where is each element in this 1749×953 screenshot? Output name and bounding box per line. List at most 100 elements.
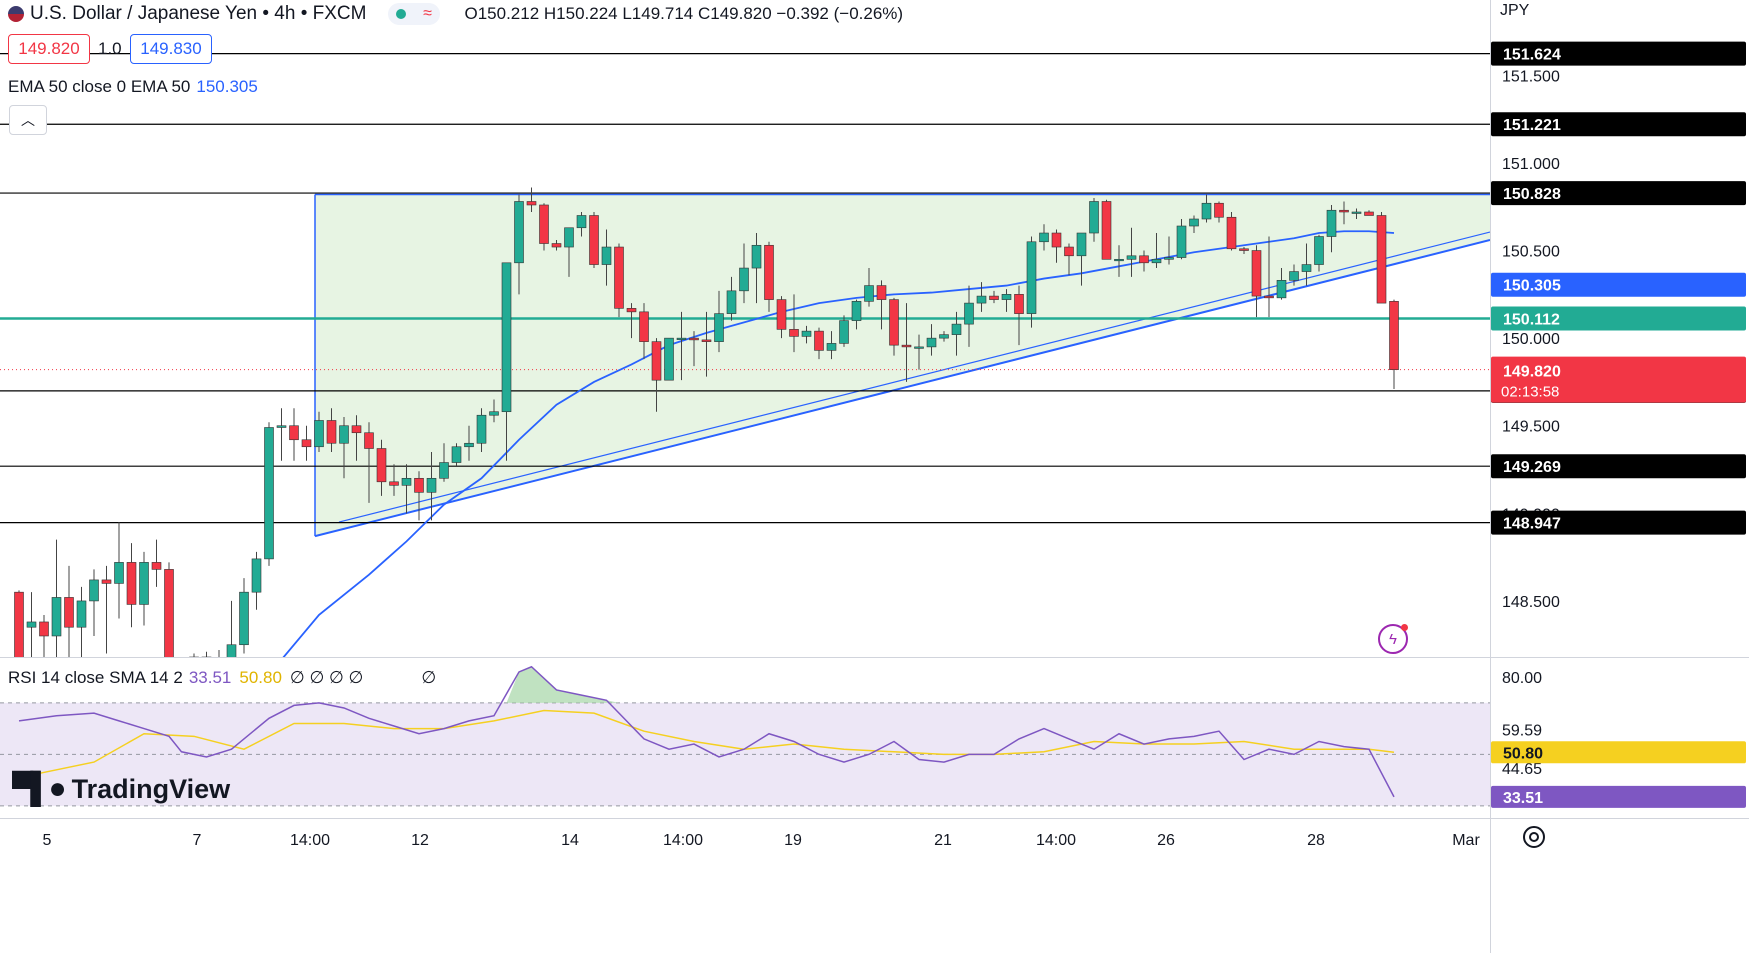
- candle-body: [301, 439, 312, 448]
- candle-body: [989, 295, 999, 300]
- level-price-tag: 149.269: [1503, 459, 1561, 476]
- candle-body: [614, 246, 624, 309]
- currency-label[interactable]: JPY: [1500, 2, 1530, 19]
- candle-body: [801, 330, 812, 337]
- rsi-tick-label: 44.65: [1502, 761, 1542, 778]
- ema-legend[interactable]: EMA 50 close 0 EMA 50 150.305: [8, 77, 258, 97]
- symbol-title[interactable]: U.S. Dollar / Japanese Yen • 4h • FXCM: [30, 3, 367, 24]
- rsi-sma-tag: 50.80: [1503, 745, 1543, 762]
- candle-body: [1176, 225, 1187, 258]
- candle-body: [1101, 201, 1112, 260]
- candle-body: [826, 343, 837, 351]
- candle-body: [726, 290, 737, 314]
- candle-body: [1064, 246, 1074, 257]
- time-tick-label: 14:00: [290, 832, 330, 849]
- candle-body: [1301, 264, 1312, 272]
- time-tick-label: 7: [193, 832, 202, 849]
- sell-price-button[interactable]: 149.820: [8, 34, 90, 64]
- triangle-area: [315, 194, 1490, 537]
- ema-value: 150.305: [196, 77, 258, 96]
- market-open-icon: [388, 3, 415, 25]
- time-tick-label: Mar: [1452, 832, 1480, 849]
- candle-body: [1364, 211, 1374, 216]
- level-price-tag-bg: [1491, 510, 1746, 535]
- logo-text: TradingView: [71, 773, 231, 804]
- time-tick-label: 14: [561, 832, 579, 849]
- candle-body: [1164, 257, 1174, 260]
- candle-body: [1039, 232, 1049, 243]
- rsi-empty-values: ∅ ∅ ∅ ∅: [289, 668, 364, 687]
- candle-body: [464, 442, 474, 448]
- candle-body: [1151, 258, 1162, 264]
- header-bar: U.S. Dollar / Japanese Yen • 4h • FXCM ≈…: [0, 0, 903, 28]
- notification-dot: [1401, 624, 1408, 631]
- settings-icon[interactable]: [1523, 826, 1545, 848]
- buy-price-button[interactable]: 149.830: [130, 34, 212, 64]
- candle-body: [239, 591, 249, 646]
- level-price-tag: 148.947: [1503, 516, 1561, 533]
- candle-body: [601, 246, 612, 265]
- candle-body: [101, 579, 112, 584]
- candle-body: [1276, 280, 1287, 299]
- candle-body: [151, 562, 162, 570]
- candle-body: [401, 477, 412, 486]
- candle-body: [714, 313, 724, 342]
- candle-body: [139, 562, 149, 605]
- rsi-value-tag: 33.51: [1503, 790, 1543, 807]
- ema-price-tag: 150.305: [1503, 278, 1561, 295]
- candle-body: [1126, 255, 1137, 260]
- candle-body: [476, 414, 487, 444]
- candle-body: [551, 243, 562, 248]
- candle-body: [339, 425, 349, 444]
- candle-body: [964, 302, 974, 325]
- collapse-legend-button[interactable]: ︿: [9, 105, 47, 135]
- ohlc-readout: O150.212 H150.224 L149.714 C149.820 −0.3…: [464, 4, 904, 23]
- candle-body: [839, 320, 849, 344]
- rsi-legend[interactable]: RSI 14 close SMA 14 2 33.51 50.80 ∅ ∅ ∅ ∅ ∅: [8, 668, 436, 688]
- candle-body: [1014, 294, 1024, 314]
- candle-body: [489, 411, 499, 416]
- level-price-tag-bg: [1491, 181, 1746, 206]
- candle-body: [776, 299, 787, 330]
- usd-jpy-flag-icon: [8, 6, 24, 22]
- candle-body: [1314, 236, 1324, 265]
- level-price-tag: 150.112: [1503, 312, 1560, 329]
- candle-body: [1289, 271, 1299, 281]
- ema-label: EMA 50 close 0 EMA 50: [8, 77, 191, 96]
- candle-body: [926, 337, 937, 348]
- candle-body: [1214, 202, 1224, 218]
- price-tick-label: 151.000: [1502, 156, 1560, 173]
- candle-body: [326, 420, 337, 444]
- ema-50-line: [282, 230, 1395, 657]
- candle-body: [1189, 218, 1199, 227]
- lightning-icon[interactable]: ϟ: [1378, 624, 1408, 654]
- rsi-value-tag-bg: [1491, 785, 1746, 808]
- candle-body: [289, 425, 299, 441]
- tv-mark-icon: ▀▌●: [12, 772, 67, 805]
- candle-body: [89, 579, 99, 602]
- candle-body: [251, 558, 262, 593]
- candle-body: [814, 330, 824, 351]
- candle-body: [851, 301, 862, 321]
- candle-body: [1076, 232, 1087, 257]
- candle-body: [1326, 209, 1337, 237]
- candle-body: [764, 244, 774, 300]
- candle-body: [376, 448, 387, 483]
- candle-body: [751, 244, 762, 269]
- candle-body: [689, 337, 699, 341]
- order-quantity[interactable]: 1.0: [98, 39, 122, 58]
- candle-body: [39, 621, 49, 637]
- current-price-tag-bg: [1491, 356, 1746, 403]
- rsi-pane: [0, 665, 1490, 807]
- candle-body: [1339, 209, 1349, 213]
- candle-body: [864, 285, 874, 302]
- candle-body: [264, 427, 274, 560]
- level-price-tag: 150.828: [1503, 186, 1561, 203]
- market-status-pill[interactable]: ≈: [388, 3, 441, 25]
- rsi-overbought-fill: [506, 666, 619, 703]
- candle-body: [1001, 294, 1012, 300]
- candle-body: [364, 432, 374, 449]
- rsi-label: RSI 14 close SMA 14 2: [8, 668, 183, 687]
- time-tick-label: 21: [934, 832, 952, 849]
